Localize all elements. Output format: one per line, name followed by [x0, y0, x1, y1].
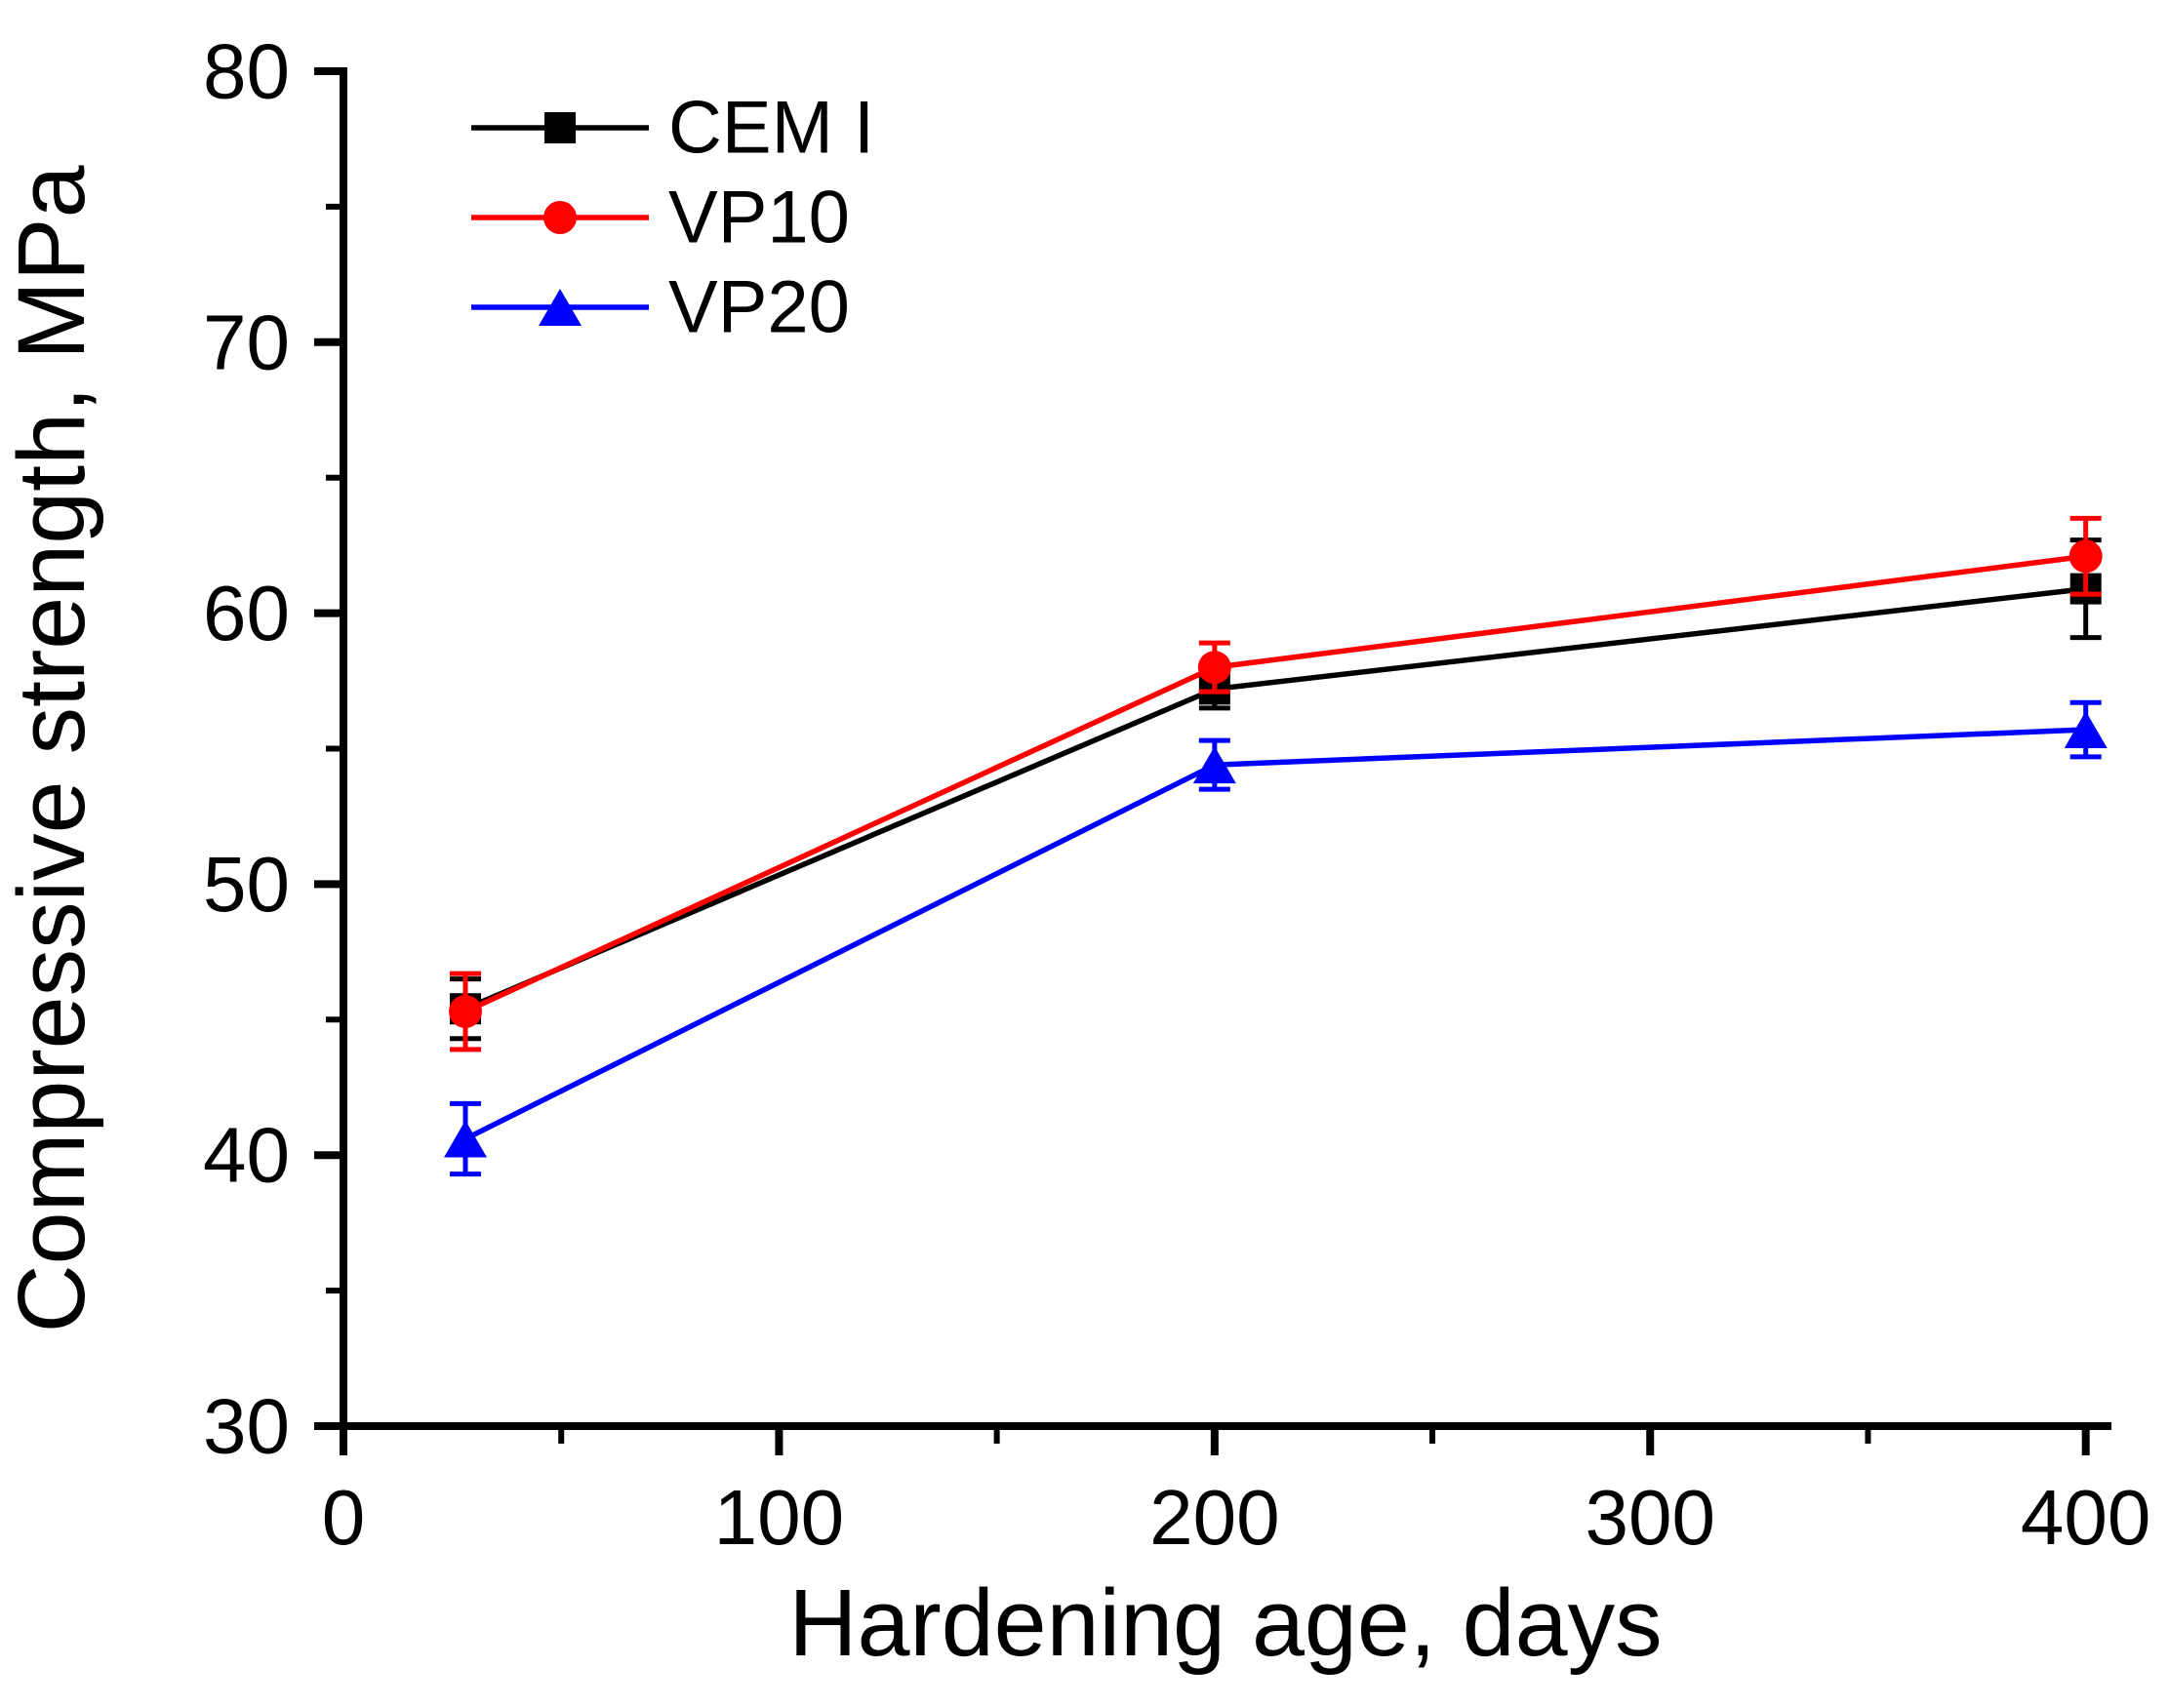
legend-item-vp10: VP10 — [471, 177, 850, 259]
legend-item-vp20: VP20 — [471, 266, 850, 349]
x-tick-label: 300 — [1586, 1474, 1715, 1561]
y-tick-label: 60 — [203, 570, 290, 656]
x-tick-label: 100 — [714, 1474, 844, 1561]
series-vp20 — [443, 699, 2108, 1177]
marker-circle — [543, 201, 577, 234]
legend-label-vp20: VP20 — [668, 266, 850, 349]
legend-label-vp10: VP10 — [668, 177, 850, 259]
series-line — [463, 727, 2086, 1141]
x-tick-label: 200 — [1149, 1474, 1279, 1561]
legend-item-cem-i: CEM I — [471, 87, 874, 170]
marker-circle — [1197, 651, 1231, 685]
y-tick-label: 30 — [203, 1383, 290, 1470]
series-cem-i — [449, 537, 2102, 1042]
axes — [340, 67, 2111, 1430]
x-tick-label: 400 — [2021, 1474, 2150, 1561]
marker-triangle — [539, 289, 582, 326]
series-line — [463, 585, 2086, 1012]
series-line — [463, 553, 2087, 1014]
series-vp10 — [448, 515, 2103, 1053]
marker-circle — [2069, 539, 2103, 574]
x-axis-title: Hardening age, days — [788, 1569, 1662, 1676]
legend-label-cem-i: CEM I — [668, 87, 874, 170]
y-tick-label: 70 — [203, 298, 290, 385]
marker-triangle — [1192, 746, 1236, 784]
y-tick-label: 40 — [203, 1112, 290, 1199]
y-tick-label: 50 — [203, 841, 290, 928]
marker-circle — [448, 994, 482, 1028]
marker-triangle — [2064, 711, 2108, 749]
y-axis-title: Compressive strength, MPa — [0, 166, 104, 1333]
ticks — [314, 67, 2090, 1455]
y-tick-label: 80 — [203, 28, 290, 115]
marker-triangle — [443, 1120, 487, 1158]
x-tick-label: 0 — [322, 1474, 366, 1561]
marker-square — [544, 112, 576, 143]
